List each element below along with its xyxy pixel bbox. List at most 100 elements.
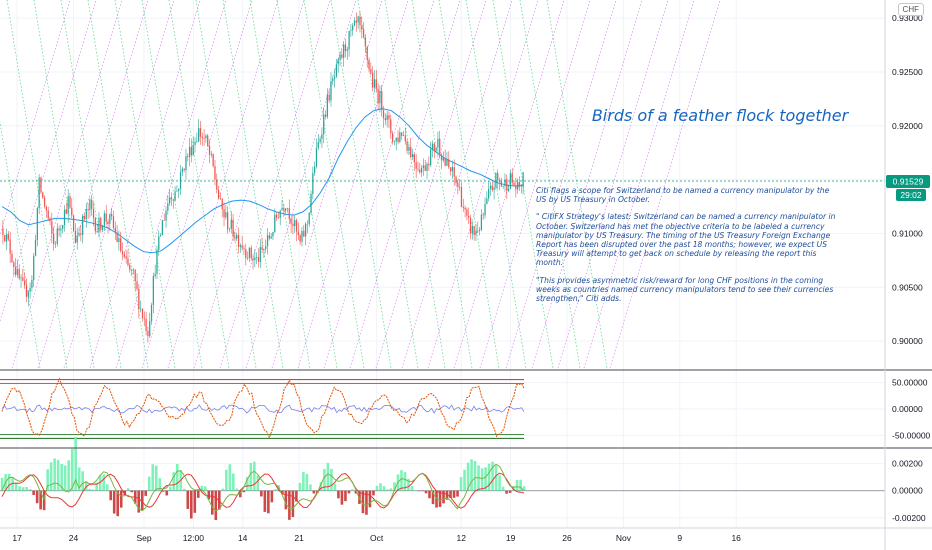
candle-body: [145, 318, 147, 331]
fan-line-down: [87, 0, 149, 369]
candle-body: [462, 206, 464, 208]
candle-body: [399, 132, 401, 142]
countdown-badge-bg: [896, 189, 926, 201]
macd-histogram-bar: [487, 463, 491, 491]
macd-histogram-bar: [379, 483, 382, 491]
macd-histogram-bar: [172, 472, 176, 491]
macd-histogram-bar: [137, 490, 141, 513]
candle-body: [72, 215, 75, 231]
candle-body: [268, 235, 270, 239]
candle-body: [390, 119, 392, 134]
candle-body: [341, 54, 343, 58]
candle-body: [76, 235, 78, 243]
fan-line-down: [249, 0, 311, 369]
candle-body: [391, 133, 394, 142]
candle-body: [22, 277, 24, 281]
candle-body: [408, 147, 410, 151]
candlestick-series: [2, 11, 524, 343]
candle-body: [419, 169, 421, 173]
macd-histogram-bar: [295, 490, 298, 502]
candle-body: [303, 230, 305, 237]
candle-body: [212, 153, 214, 167]
candle-body: [60, 228, 62, 231]
candle-body: [460, 187, 463, 207]
candle-body: [116, 232, 118, 243]
candle-body: [422, 165, 425, 168]
time-tick-label: Nov: [616, 533, 632, 543]
fan-line-down: [168, 0, 230, 369]
candle-body: [181, 168, 183, 173]
candle-body: [377, 88, 379, 104]
candle-body: [40, 177, 42, 193]
macd-histogram-bar: [470, 459, 473, 491]
fan-line-down: [141, 0, 203, 369]
candle-body: [74, 230, 77, 243]
macd-histogram-bar: [382, 486, 386, 491]
candle-body: [91, 199, 93, 209]
currency-label[interactable]: CHF: [897, 3, 924, 16]
oscillator-pane: [0, 377, 885, 440]
fan-line-up: [479, 0, 591, 369]
macd-histogram-bar: [35, 490, 39, 504]
candle-body: [14, 267, 17, 275]
candle-body: [266, 235, 269, 247]
candle-body: [161, 220, 164, 236]
macd-histogram-bar: [11, 477, 14, 491]
candle-body: [47, 210, 49, 219]
price-tick-label: 0.90500: [892, 282, 923, 292]
macd-histogram-bar: [456, 490, 459, 497]
macd-histogram-bar: [105, 484, 109, 491]
time-axis[interactable]: 17 24 Sep 12:00 14 21 Oct 12 19 26 Nov 9 16: [12, 533, 741, 543]
macd-histogram-bar: [140, 490, 144, 511]
candle-body: [343, 44, 345, 58]
oscillator-axis[interactable]: 50.00000 0.00000 -50.00000: [892, 378, 931, 441]
macd-histogram-bar: [515, 479, 519, 491]
macd-histogram-bar: [519, 479, 522, 491]
candle-body: [442, 157, 444, 161]
macd-histogram-bar: [130, 490, 134, 493]
oscillator-line: [1, 377, 525, 440]
fan-line-up: [323, 0, 435, 369]
candle-body: [513, 182, 515, 186]
macd-histogram-bar: [344, 490, 347, 502]
fan-line-up: [141, 0, 253, 369]
candle-body: [440, 154, 443, 161]
time-tick-label: 12: [457, 533, 467, 543]
macd-histogram-bar: [123, 490, 127, 496]
macd-histogram-bar: [498, 475, 501, 491]
macd-histogram-bar: [284, 490, 288, 510]
macd-histogram-bar: [305, 473, 309, 491]
annotation-title: Birds of a feather flock together: [591, 106, 849, 125]
macd-histogram-bar: [463, 469, 466, 491]
macd-axis[interactable]: 0.00200 0.00000 -0.00200: [892, 459, 926, 523]
candle-body: [118, 237, 120, 243]
macd-histogram-bar: [84, 480, 88, 491]
candle-body: [382, 110, 385, 119]
candle-body: [167, 203, 169, 211]
candle-body: [480, 214, 483, 230]
candle-body: [136, 281, 138, 289]
macd-histogram-bar: [70, 448, 74, 491]
candle-body: [404, 135, 406, 142]
macd-histogram-bar: [449, 490, 452, 499]
macd-histogram-bar: [389, 488, 393, 491]
candle-body: [457, 183, 459, 187]
macd-pane: [0, 437, 885, 520]
candle-body: [29, 287, 31, 292]
candle-body: [203, 138, 205, 139]
fan-line-down: [546, 0, 608, 369]
candle-body: [53, 233, 55, 245]
macd-histogram-bar: [193, 490, 197, 513]
candle-body: [250, 247, 252, 259]
candle-body: [491, 185, 493, 190]
candle-body: [129, 265, 131, 270]
ma-line: [1, 108, 525, 254]
macd-tick-label: -0.00200: [892, 513, 926, 523]
candle-body: [430, 149, 432, 166]
candle-body: [103, 213, 106, 226]
macd-histogram-bar: [340, 490, 344, 505]
fan-line-up: [193, 0, 305, 369]
macd-signal-line: [1, 472, 525, 509]
candle-body: [484, 204, 486, 216]
